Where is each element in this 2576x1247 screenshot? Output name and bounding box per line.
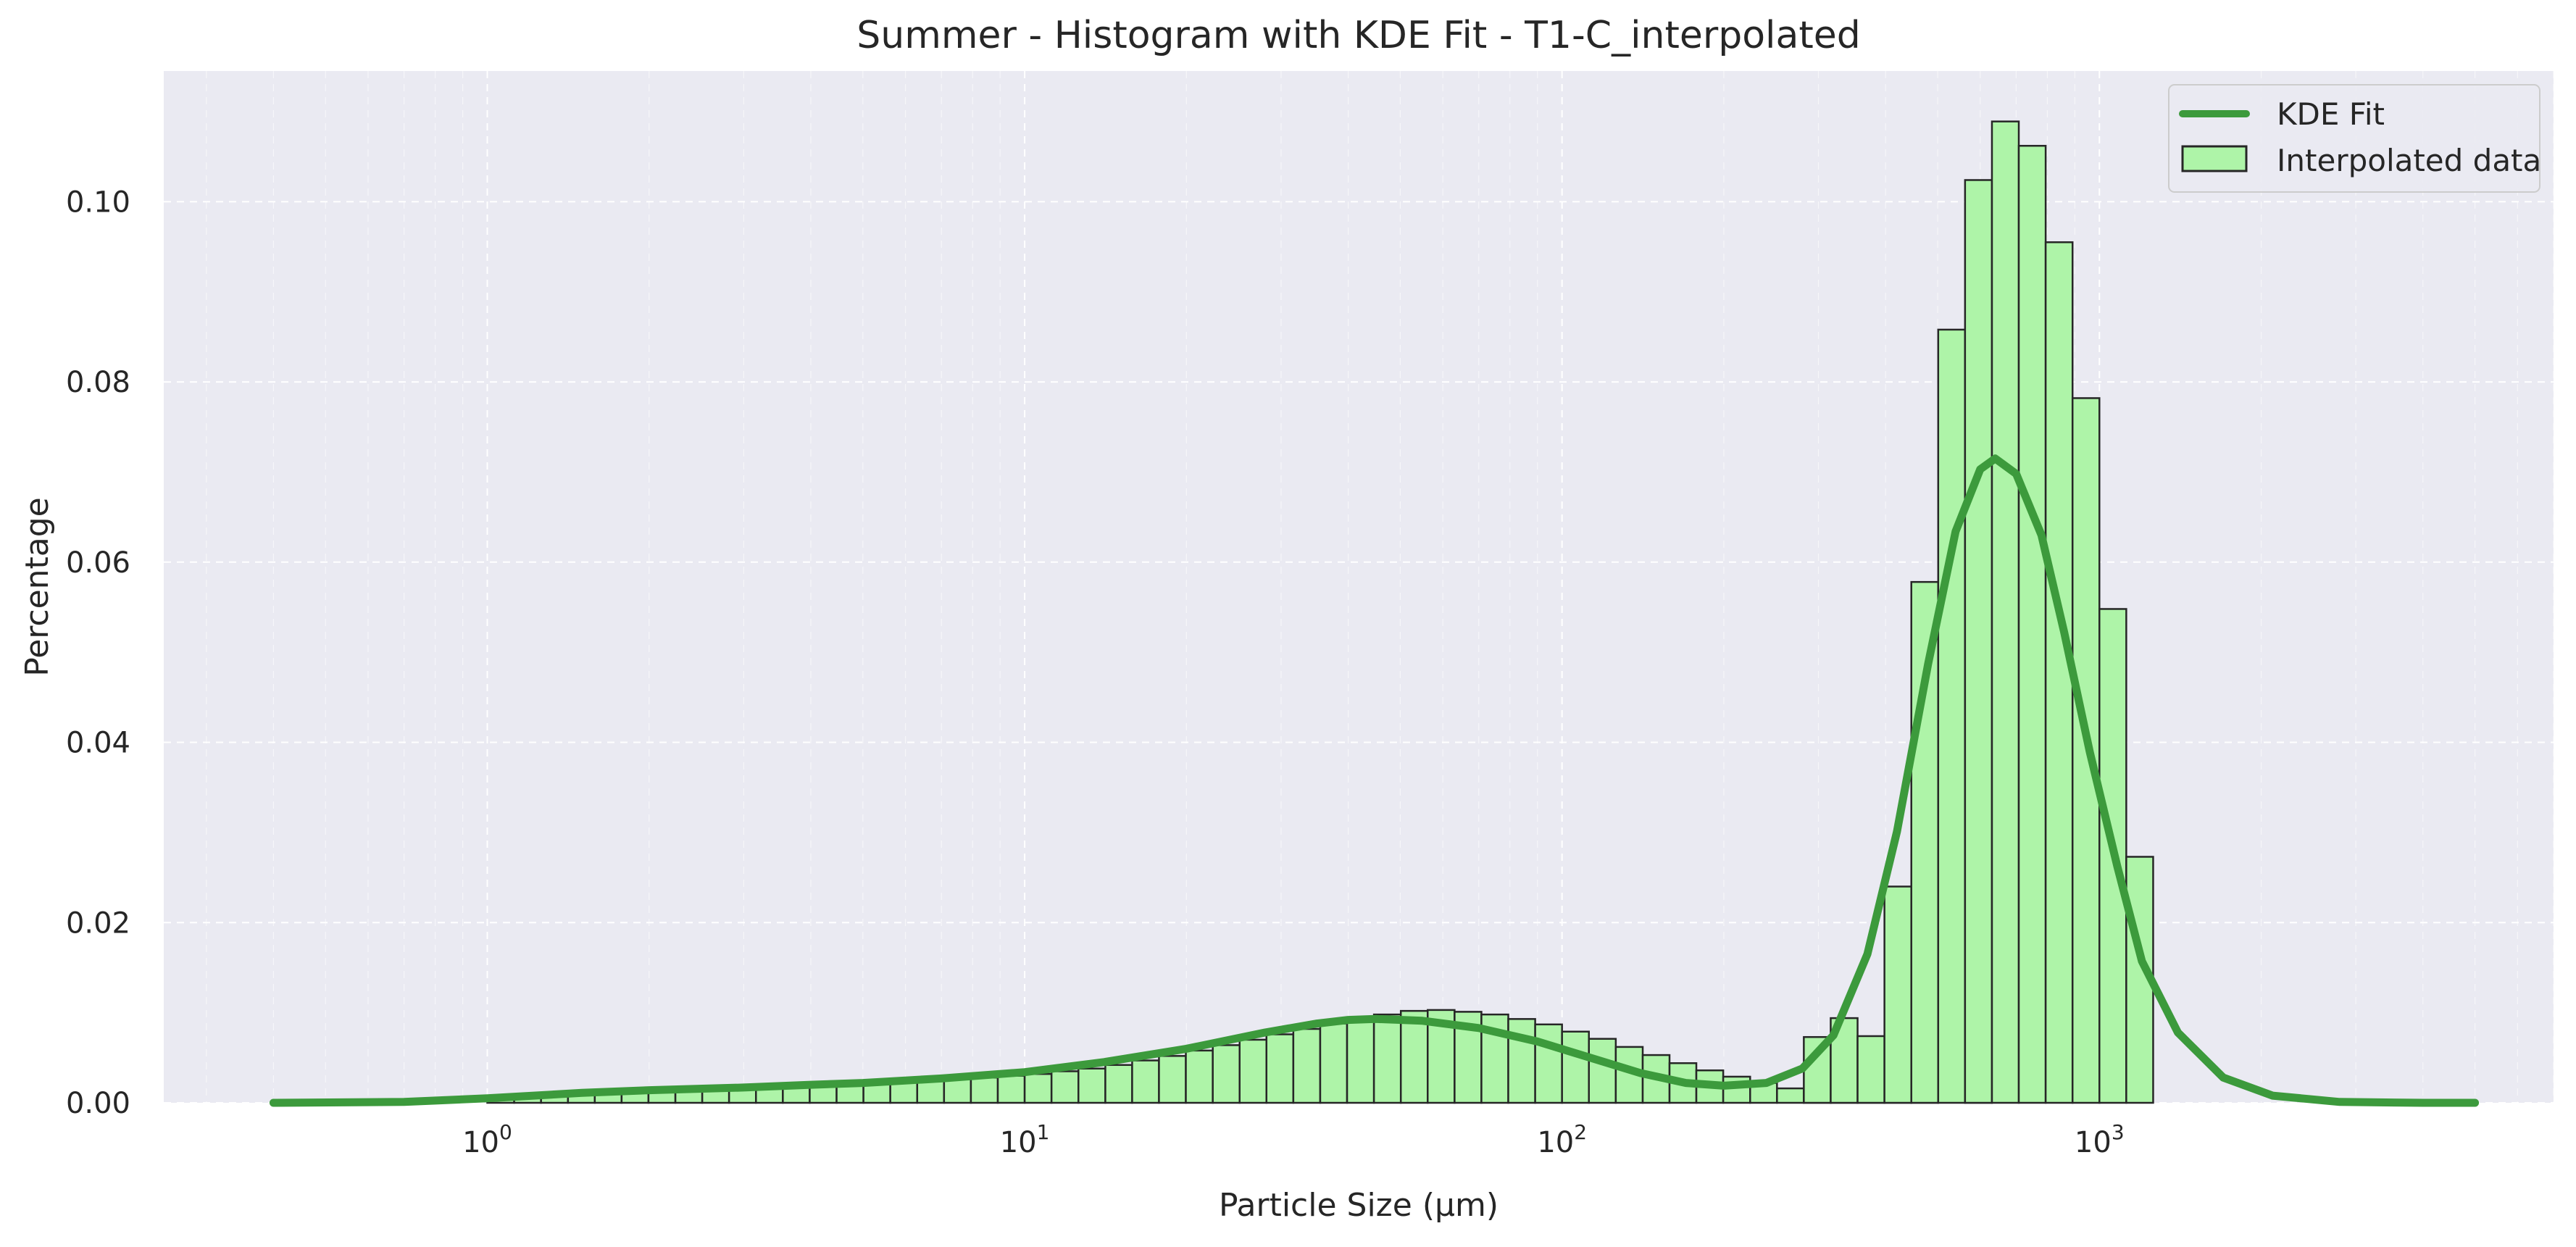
y-tick-label: 0.00 [66, 1087, 130, 1120]
histogram-bar [889, 1081, 919, 1104]
histogram-bar [943, 1078, 972, 1104]
histogram-bar [1776, 1087, 1805, 1104]
histogram-bar [1158, 1055, 1187, 1104]
histogram-bar [1023, 1072, 1053, 1104]
histogram-bar [2044, 241, 2074, 1104]
legend-histogram-swatch [2181, 145, 2248, 172]
y-tick-label: 0.10 [66, 185, 130, 219]
histogram-bar [1131, 1059, 1160, 1104]
y-tick-label: 0.04 [66, 727, 130, 760]
x-tick-label: 102 [1537, 1120, 1587, 1159]
histogram-bar [1991, 120, 2020, 1104]
histogram-bar [1212, 1044, 1241, 1104]
histogram-bar [1185, 1049, 1214, 1104]
chart-title: Summer - Histogram with KDE Fit - T1-C_i… [856, 14, 1861, 57]
histogram-bars-secondary-mode [1803, 120, 2154, 1104]
histogram-bar [1077, 1067, 1106, 1104]
y-tick-label: 0.02 [66, 906, 130, 940]
legend: KDE Fit Interpolated data [2168, 84, 2541, 193]
legend-box [2168, 84, 2540, 193]
histogram-bars [486, 1009, 1993, 1104]
histogram-bar [1265, 1033, 1295, 1104]
histogram-bar [916, 1080, 946, 1104]
histogram-bar [1050, 1070, 1080, 1104]
histogram-bar [1910, 580, 1940, 1104]
histogram-bar [1372, 1013, 1402, 1104]
x-axis-ticks: 100 101 102 103 [462, 1120, 2125, 1159]
y-tick-label: 0.08 [66, 366, 130, 399]
histogram-bar [2071, 397, 2101, 1104]
histogram-bar [1937, 328, 1967, 1104]
histogram-bar [1399, 1009, 1429, 1104]
y-axis-title: Percentage [19, 497, 56, 677]
x-tick-label: 101 [1000, 1120, 1050, 1159]
plot-area [164, 71, 2554, 1103]
histogram-bar [1292, 1027, 1322, 1104]
histogram-bar [1534, 1023, 1563, 1104]
histogram-bar [1561, 1030, 1591, 1104]
histogram-bar [1856, 1035, 1885, 1104]
kde-line [269, 454, 2480, 1107]
histogram-bar [1883, 885, 1912, 1104]
x-axis-title: Particle Size (μm) [1219, 1187, 1499, 1224]
histogram-bar [1346, 1018, 1375, 1104]
grid-lines [164, 71, 2554, 1104]
histogram-bar [1238, 1038, 1268, 1104]
y-axis-ticks: 0.00 0.02 0.04 0.06 0.08 0.10 [66, 185, 130, 1120]
x-tick-label: 100 [462, 1120, 512, 1159]
y-tick-label: 0.06 [66, 546, 130, 580]
legend-kde-label: KDE Fit [2277, 96, 2385, 132]
legend-histogram-label: Interpolated data [2277, 143, 2541, 178]
histogram-bar [996, 1075, 1026, 1104]
histogram-bar [1588, 1038, 1617, 1104]
x-tick-label: 103 [2075, 1120, 2125, 1159]
histogram-bar [1507, 1018, 1536, 1104]
histogram-bar [1319, 1022, 1349, 1104]
histogram-bar [1104, 1064, 1133, 1104]
histogram-bar [2017, 144, 2047, 1104]
histogram-bar [970, 1076, 999, 1104]
histogram-bar [1964, 179, 1993, 1104]
kde-curve [269, 454, 2480, 1107]
